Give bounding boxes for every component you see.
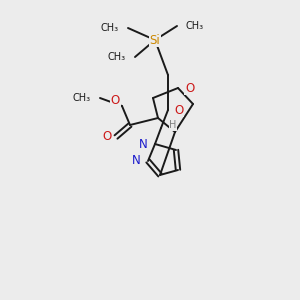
Text: H: H [169, 120, 177, 130]
Text: Si: Si [150, 34, 160, 46]
Text: O: O [174, 103, 183, 116]
Text: N: N [139, 137, 148, 151]
Text: N: N [132, 154, 141, 167]
Text: O: O [103, 130, 112, 143]
Text: CH₃: CH₃ [101, 23, 119, 33]
Text: CH₃: CH₃ [108, 52, 126, 62]
Text: CH₃: CH₃ [186, 21, 204, 31]
Text: O: O [185, 82, 194, 94]
Text: CH₃: CH₃ [73, 93, 91, 103]
Text: O: O [111, 94, 120, 106]
